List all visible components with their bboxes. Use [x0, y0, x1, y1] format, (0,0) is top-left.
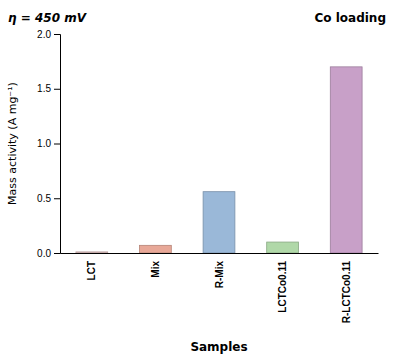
- y-tick: 0.5: [37, 193, 60, 204]
- y-tick-label: 2.0: [37, 29, 51, 40]
- x-tick: R-Mix: [214, 261, 225, 289]
- chart: 0.0 0.5 1.0 1.5 2.0 LCT Mix R-Mix LCTCo0.11 R-LCT…: [0, 0, 394, 359]
- y-tick-mark: [54, 144, 60, 145]
- x-axis-title: Samples: [190, 340, 247, 354]
- y-tick-mark: [54, 34, 60, 35]
- x-tick: Mix: [150, 261, 161, 278]
- x-tick-label: R-LCTCo0.11: [341, 261, 352, 324]
- x-tick: LCTCo0.11: [277, 261, 288, 313]
- bars: [76, 67, 362, 253]
- y-tick: 2.0: [37, 29, 60, 40]
- y-tick-mark: [54, 253, 60, 254]
- plot: 0.0 0.5 1.0 1.5 2.0 LCT Mix R-Mix LCTCo0.11 R-LCT…: [37, 29, 378, 324]
- y-tick-label: 0.0: [37, 248, 51, 259]
- y-tick: 1.0: [37, 138, 60, 149]
- annotation: Co loading: [314, 11, 386, 25]
- y-tick: 0.0: [37, 248, 60, 259]
- x-tick-label: Mix: [150, 261, 161, 278]
- y-tick-mark: [54, 89, 60, 90]
- x-axis: LCT Mix R-Mix LCTCo0.11 R-LCTCo0.11: [61, 254, 379, 324]
- x-tick-label: LCTCo0.11: [277, 261, 288, 313]
- y-axis-line: [54, 35, 61, 254]
- y-tick-label: 0.5: [37, 193, 51, 204]
- x-axis-line: [61, 253, 379, 254]
- x-tick: LCT: [86, 261, 97, 280]
- x-tick-label: R-Mix: [214, 261, 225, 289]
- x-tick-label: LCT: [86, 261, 97, 280]
- bar: [140, 245, 172, 253]
- bar: [203, 192, 235, 253]
- bar: [330, 67, 362, 253]
- y-axis-title: Mass activity (A mg⁻¹): [6, 82, 19, 205]
- y-tick: 1.5: [37, 83, 60, 94]
- bar: [76, 252, 108, 253]
- y-tick-label: 1.0: [37, 138, 51, 149]
- y-axis: 0.0 0.5 1.0 1.5 2.0: [37, 29, 60, 259]
- y-tick-mark: [54, 198, 60, 199]
- x-tick: R-LCTCo0.11: [341, 261, 352, 324]
- y-tick-label: 1.5: [37, 83, 51, 94]
- bar: [267, 242, 299, 253]
- annotation: η = 450 mV: [8, 11, 88, 25]
